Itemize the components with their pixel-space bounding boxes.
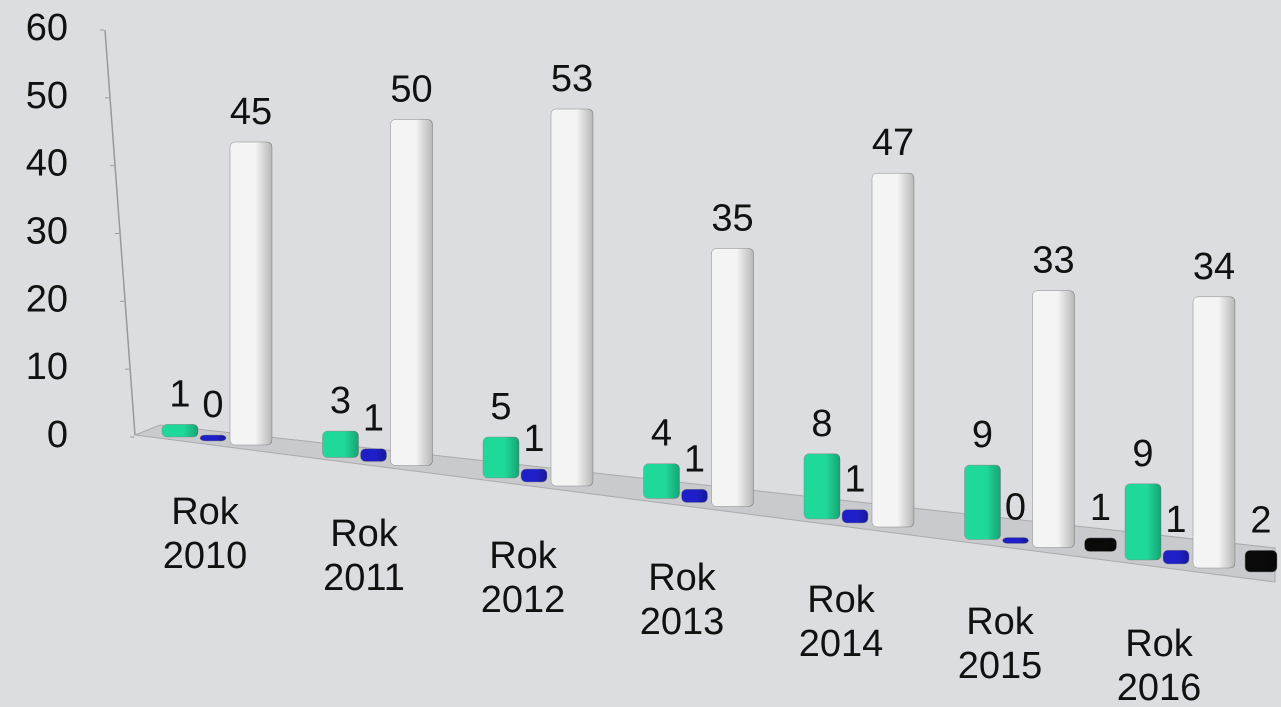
- bar-shade: [1057, 290, 1075, 548]
- bar-shade: [576, 109, 593, 486]
- bar-shade: [825, 453, 840, 519]
- value-label: 1: [1165, 499, 1186, 541]
- y-tick-label: 10: [26, 346, 68, 388]
- y-tick-label: 20: [26, 278, 68, 320]
- value-label: 4: [651, 413, 672, 455]
- bar-shade: [1264, 550, 1277, 572]
- value-label: 33: [1032, 240, 1074, 282]
- x-tick-label: Rok 2012: [480, 535, 566, 621]
- bar-shade: [736, 248, 754, 507]
- bar-shade: [857, 509, 868, 523]
- y-tick-label: 0: [47, 414, 68, 456]
- bar-shade: [183, 424, 198, 437]
- value-label: 47: [872, 122, 914, 164]
- value-label: 9: [1132, 433, 1153, 475]
- value-label: 1: [844, 459, 865, 501]
- value-label: 0: [202, 384, 223, 426]
- value-label: 1: [363, 398, 384, 440]
- value-label: 1: [169, 373, 190, 415]
- y-tick-label: 50: [26, 75, 68, 117]
- bar-shade: [697, 489, 708, 503]
- x-tick-label: Rok 2010: [162, 491, 248, 577]
- bar-shade: [255, 142, 272, 445]
- value-label: 5: [490, 386, 511, 428]
- bar-shade: [215, 435, 226, 441]
- bar-shade: [1146, 483, 1161, 560]
- value-label: 35: [711, 198, 753, 240]
- value-label: 8: [811, 403, 832, 445]
- value-label: 9: [972, 414, 993, 456]
- value-label: 34: [1193, 246, 1235, 288]
- x-tick-label: Rok 2016: [1116, 623, 1202, 707]
- y-tick-label: 60: [26, 7, 68, 49]
- bar-shade: [665, 463, 680, 499]
- bar-shade: [415, 119, 433, 466]
- x-tick-label: Rok 2015: [957, 601, 1043, 687]
- bar-shade: [1178, 550, 1189, 564]
- bar-shade: [1218, 296, 1235, 568]
- value-label: 0: [1005, 487, 1026, 529]
- bar-shade: [1103, 537, 1117, 552]
- y-axis: [104, 29, 136, 436]
- bar-shade: [536, 469, 547, 482]
- bar-shade: [897, 173, 914, 527]
- bar-shade: [504, 437, 519, 478]
- value-label: 45: [230, 91, 272, 133]
- x-tick-label: Rok 2011: [323, 513, 405, 599]
- value-label: 1: [523, 418, 544, 460]
- bar-shade: [376, 448, 387, 462]
- value-label: 50: [390, 69, 432, 111]
- value-label: 53: [551, 58, 593, 100]
- value-label: 3: [330, 380, 351, 422]
- value-label: 1: [1090, 487, 1111, 529]
- y-tick-label: 30: [26, 211, 68, 253]
- bar-shade: [1018, 537, 1029, 544]
- value-label: 2: [1250, 499, 1271, 541]
- y-tick-label: 40: [26, 143, 68, 185]
- bar-shade: [986, 465, 1001, 540]
- bar-shade: [344, 431, 359, 458]
- x-tick-label: Rok 2014: [798, 579, 884, 665]
- x-tick-label: Rok 2013: [639, 557, 725, 643]
- value-label: 1: [684, 438, 705, 480]
